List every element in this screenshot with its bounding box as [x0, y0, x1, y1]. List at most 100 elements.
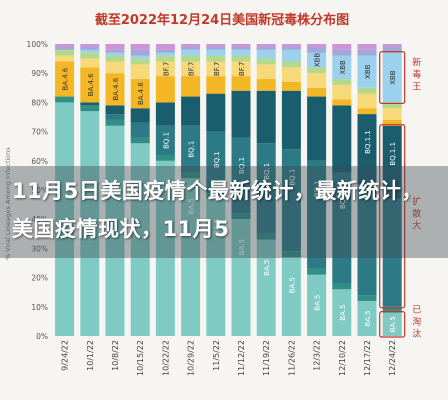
bar-segment [55, 96, 75, 103]
bar-segment [155, 154, 175, 161]
bar-data-label: BQ.1 [263, 163, 271, 180]
y-tick-label: 60% [31, 157, 48, 166]
bar-segment [231, 90, 251, 138]
bar-segment [357, 300, 377, 336]
bar-segment [155, 44, 175, 50]
bar-data-label: BA.5 [389, 316, 397, 332]
bar-segment [206, 192, 226, 199]
bar-segment [130, 49, 150, 56]
bar-data-label: BA.5 [213, 219, 221, 235]
bar-segment [382, 198, 402, 307]
bar-segment [357, 114, 377, 185]
bar-segment [181, 172, 201, 179]
bar-data-label: BA.5 [339, 305, 347, 321]
bar-segment [206, 61, 226, 77]
bar-segment [181, 44, 201, 47]
bar-segment [332, 44, 352, 50]
bar-segment [256, 49, 276, 59]
bar-segment [382, 312, 402, 336]
bar-segment [80, 67, 100, 103]
bar-segment [130, 44, 150, 50]
bar-segment [382, 125, 402, 199]
bar-segment [382, 306, 402, 313]
bar-data-label: BA.5 [238, 239, 246, 255]
bar-segment [307, 67, 327, 74]
annotation-label: 已淘汰 [412, 304, 421, 339]
bar-segment [155, 102, 175, 126]
bar-data-label: BA.5 [314, 295, 322, 311]
bar-segment [307, 52, 327, 68]
bar-segment [155, 55, 175, 62]
bar-segment [206, 131, 226, 193]
bar-segment [181, 49, 201, 56]
bar-segment [105, 114, 125, 120]
bar-data-label: BQ.1 [162, 132, 170, 149]
x-tick-label: 12/3/22 [313, 340, 322, 371]
x-tick-label: 11/26/22 [287, 340, 296, 376]
bar-segment [55, 61, 75, 97]
bar-segment [80, 46, 100, 50]
bar-segment [130, 137, 150, 144]
bar-segment [206, 198, 226, 336]
headline-text: 11月5日美国疫情个最新统计，最新统计，美国疫情现状，11月5 [12, 179, 423, 241]
bar-segment [332, 79, 352, 85]
bar-segment [105, 49, 125, 53]
bar-segment [206, 46, 226, 50]
bar-segment [206, 44, 226, 47]
bar-segment [332, 289, 352, 336]
bar-segment [357, 93, 377, 109]
bar-segment [231, 46, 251, 50]
bar-segment [231, 219, 251, 336]
y-tick-label: 50% [31, 186, 48, 195]
bar-segment [181, 125, 201, 173]
bar-segment [357, 87, 377, 94]
bar-segment [105, 52, 125, 56]
bar-segment [231, 44, 251, 47]
bar-data-label: BA.4.6 [87, 73, 95, 96]
bar-data-label: BA.5 [263, 260, 271, 276]
bar-segment [231, 213, 251, 220]
bar-segment [307, 73, 327, 88]
bar-segment [155, 160, 175, 336]
bar-segment [206, 93, 226, 132]
y-tick-label: 30% [31, 244, 48, 253]
bar-segment [281, 67, 301, 82]
bar-segment [155, 125, 175, 155]
bar-data-label: BA.4.6 [137, 82, 145, 105]
bar-segment [130, 143, 150, 336]
y-tick-label: 90% [31, 69, 48, 78]
bar-segment [332, 172, 352, 284]
annotation-label: 扩散大 [412, 195, 421, 231]
x-tick-label: 10/15/22 [136, 340, 145, 376]
bar-segment [382, 44, 402, 47]
bar-segment [332, 84, 352, 100]
bar-segment [332, 105, 352, 173]
bar-segment [281, 61, 301, 68]
y-tick-label: 0% [36, 332, 48, 341]
bar-segment [332, 283, 352, 290]
y-tick-label: 80% [31, 98, 48, 107]
bar-segment [357, 49, 377, 56]
bar-segment [130, 108, 150, 123]
bar-data-label: BQ.1 [339, 192, 347, 209]
bar-data-label: BF.7 [238, 62, 246, 76]
bar-segment [281, 44, 301, 47]
bar-segment [256, 46, 276, 50]
bar-segment [181, 55, 201, 62]
y-tick-label: 40% [31, 215, 48, 224]
bar-segment [155, 61, 175, 77]
bar-data-label: BQ.1 [188, 141, 196, 158]
bar-data-label: BQ.1.1 [364, 130, 372, 154]
bar-segment [382, 119, 402, 126]
bar-segment [105, 44, 125, 50]
bar-segment [80, 58, 100, 68]
x-tick-label: 11/5/22 [212, 340, 221, 371]
bar-segment [155, 76, 175, 103]
x-tick-label: 12/10/22 [338, 340, 347, 376]
bar-segment [105, 119, 125, 126]
bar-segment [307, 268, 327, 275]
bar-segment [256, 90, 276, 144]
bar-data-label: BQ.1 [314, 180, 322, 197]
bar-data-label: BQ.1 [238, 157, 246, 174]
bar-segment [206, 76, 226, 94]
